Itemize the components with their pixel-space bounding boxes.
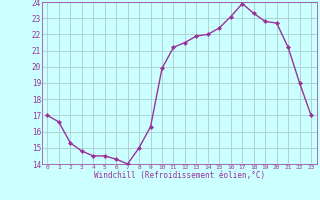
X-axis label: Windchill (Refroidissement éolien,°C): Windchill (Refroidissement éolien,°C) <box>94 171 265 180</box>
